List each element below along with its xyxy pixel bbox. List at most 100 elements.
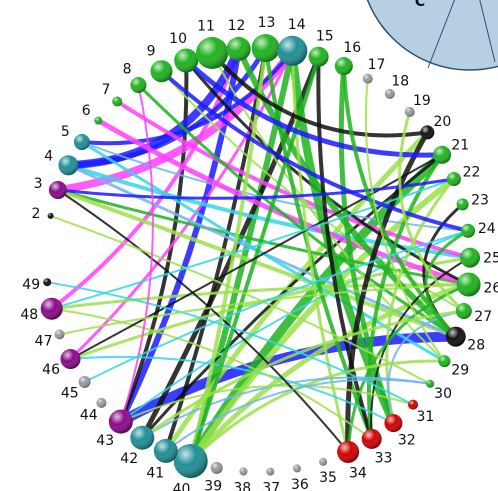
node-shade-30 [426, 379, 435, 388]
node-shade-37 [266, 467, 275, 476]
node-shade-4 [58, 155, 79, 176]
node-30 [426, 379, 435, 388]
node-shade-25 [460, 247, 480, 268]
node-5 [73, 134, 90, 150]
node-label-33: 33 [375, 451, 393, 467]
node-38 [239, 467, 248, 476]
edge-46-21 [69, 153, 444, 360]
node-shade-27 [455, 303, 472, 319]
node-shade-47 [54, 329, 65, 340]
node-shade-34 [337, 440, 360, 463]
node-shade-35 [319, 457, 328, 466]
node-46 [60, 349, 81, 369]
node-shade-41 [153, 438, 178, 463]
node-label-30: 30 [434, 386, 452, 402]
node-shade-33 [361, 428, 382, 449]
node-label-10: 10 [169, 31, 187, 47]
node-shade-44 [96, 397, 107, 408]
node-shade-18 [384, 88, 395, 99]
panel-c-circle [366, 0, 498, 71]
node-shade-28 [445, 326, 466, 347]
node-shade-49 [43, 278, 52, 287]
edge-layer [46, 44, 472, 466]
node-shade-40 [173, 444, 208, 478]
node-label-25: 25 [483, 250, 498, 266]
node-13 [251, 34, 280, 63]
node-shade-16 [334, 57, 353, 76]
node-8 [130, 77, 147, 93]
edge-49-31 [46, 281, 414, 406]
panel-c: C [366, 0, 498, 71]
node-label-29: 29 [451, 363, 469, 379]
node-shade-8 [130, 77, 147, 93]
edge-40-13 [188, 46, 268, 463]
node-label-22: 22 [463, 165, 481, 181]
node-47 [54, 329, 65, 340]
node-label-20: 20 [433, 114, 451, 130]
node-label-43: 43 [96, 433, 114, 449]
node-label-32: 32 [398, 432, 416, 448]
node-14 [277, 35, 308, 66]
node-34 [337, 440, 360, 463]
edge-19-27 [398, 110, 466, 313]
node-10 [174, 48, 199, 73]
node-49 [43, 278, 52, 287]
node-35 [319, 457, 328, 466]
node-shade-2 [47, 212, 54, 219]
node-shade-23 [456, 198, 469, 211]
node-12 [226, 36, 251, 61]
node-6 [94, 116, 103, 125]
node-28 [445, 326, 466, 347]
node-37 [266, 467, 275, 476]
node-42 [130, 425, 155, 450]
edge-2-30 [49, 214, 432, 385]
panel-c-divider [479, 0, 496, 63]
node-shade-21 [433, 145, 452, 164]
node-label-44: 44 [80, 407, 98, 423]
node-label-19: 19 [413, 93, 431, 109]
node-25 [460, 247, 480, 268]
node-17 [362, 73, 373, 84]
node-39 [210, 461, 223, 474]
node-label-14: 14 [288, 17, 306, 33]
node-label-7: 7 [101, 82, 110, 98]
node-label-46: 46 [42, 362, 60, 378]
node-shade-39 [210, 461, 223, 474]
node-shade-10 [174, 48, 199, 73]
edge-45-24 [83, 229, 469, 383]
node-3 [48, 181, 67, 199]
node-label-26: 26 [483, 280, 498, 296]
node-shade-6 [94, 116, 103, 125]
node-shade-22 [446, 172, 461, 186]
node-shade-15 [308, 46, 329, 67]
node-29 [438, 355, 451, 368]
node-22 [446, 172, 461, 186]
edge-47-26 [58, 283, 470, 336]
edge-34-3 [56, 189, 350, 453]
edge-10-21 [183, 58, 445, 158]
edge-17-29 [364, 77, 446, 363]
node-shade-12 [226, 36, 251, 61]
node-label-36: 36 [291, 477, 309, 491]
node-shade-46 [60, 349, 81, 369]
node-18 [384, 88, 395, 99]
node-shade-19 [404, 106, 415, 117]
node-15 [308, 46, 329, 67]
node-43 [108, 409, 133, 434]
node-label-17: 17 [368, 57, 386, 73]
node-label-13: 13 [258, 15, 276, 31]
edge-41-30 [164, 378, 432, 452]
node-40 [173, 444, 208, 478]
node-label-31: 31 [416, 409, 434, 425]
edge-25-33 [370, 256, 471, 440]
node-11 [196, 37, 229, 69]
node-4 [58, 155, 79, 176]
edge-29-40 [189, 359, 446, 463]
node-shade-31 [408, 399, 418, 410]
node-label-27: 27 [474, 309, 492, 325]
edge-15-33 [316, 54, 374, 441]
node-label-34: 34 [349, 466, 367, 482]
node-label-6: 6 [82, 103, 91, 119]
node-label-18: 18 [391, 74, 409, 90]
